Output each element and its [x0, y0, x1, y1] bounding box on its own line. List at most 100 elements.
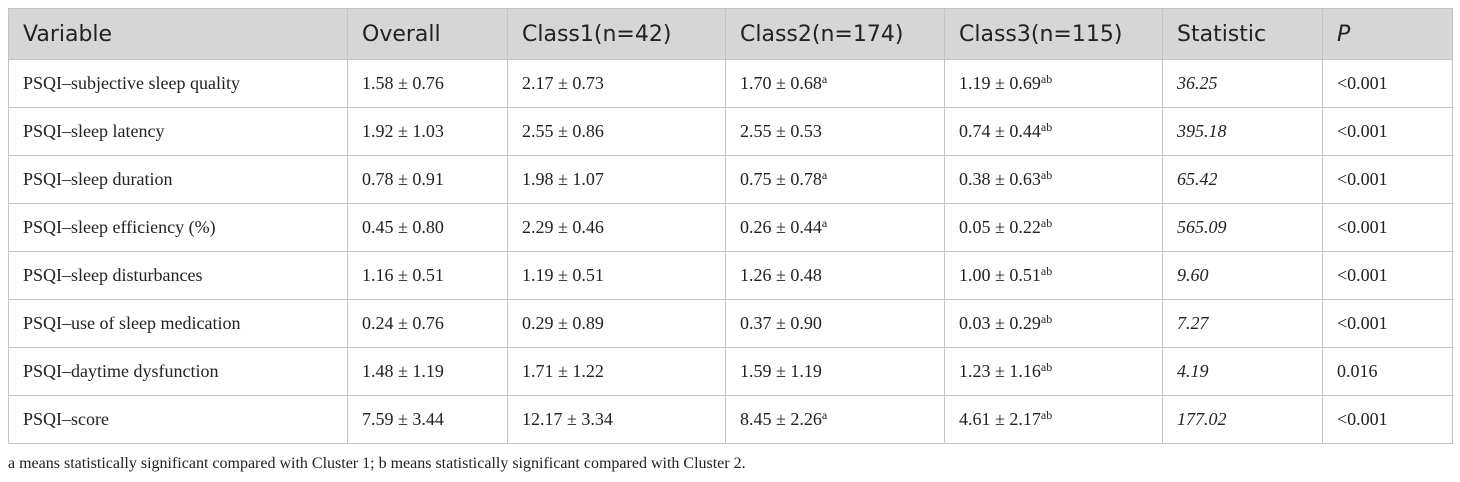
table-cell: 2.55 ± 0.86: [507, 107, 726, 156]
header-cell: Class2(n=174): [725, 8, 945, 60]
table-cell: 0.05 ± 0.22ab: [944, 203, 1163, 252]
table-cell: PSQI–sleep disturbances: [8, 251, 348, 300]
cell-value: 8.45 ± 2.26: [740, 409, 822, 429]
table-cell: <0.001: [1322, 155, 1453, 204]
table-wrap: Variable Overall Class1(n=42) Class2(n=174)…: [8, 8, 1453, 444]
cell-value: 1.19 ± 0.69: [959, 73, 1041, 93]
table-cell: <0.001: [1322, 203, 1453, 252]
table-row: PSQI–score 7.59 ± 3.44 12.17 ± 3.34 8.45 ± …: [8, 395, 1453, 444]
table-row: PSQI–daytime dysfunction 1.48 ± 1.19 1.71 …: [8, 347, 1453, 396]
table-cell: 1.48 ± 1.19: [347, 347, 508, 396]
table-cell: 0.74 ± 0.44ab: [944, 107, 1163, 156]
header-cell: P: [1322, 8, 1453, 60]
table-cell: 1.16 ± 0.51: [347, 251, 508, 300]
table-cell: PSQI–daytime dysfunction: [8, 347, 348, 396]
table-cell: 36.25: [1162, 59, 1323, 108]
table-cell: 1.70 ± 0.68a: [725, 59, 945, 108]
cell-value: 0.03 ± 0.29: [959, 313, 1041, 333]
table-row: PSQI–use of sleep medication 0.24 ± 0.76 0…: [8, 299, 1453, 348]
superscript: ab: [1040, 264, 1053, 278]
table-cell: 7.59 ± 3.44: [347, 395, 508, 444]
table-row: PSQI–sleep latency 1.92 ± 1.03 2.55 ± 0.86…: [8, 107, 1453, 156]
superscript: ab: [1040, 312, 1053, 326]
header-cell: Statistic: [1162, 8, 1323, 60]
cell-value: 1.70 ± 0.68: [740, 73, 822, 93]
superscript: ab: [1040, 168, 1053, 182]
table-cell: 9.60: [1162, 251, 1323, 300]
header-cell: Class1(n=42): [507, 8, 726, 60]
cell-value: 4.61 ± 2.17: [959, 409, 1041, 429]
superscript: a: [821, 216, 828, 230]
table-row: PSQI–sleep efficiency (%) 0.45 ± 0.80 2.29…: [8, 203, 1453, 252]
superscript: a: [821, 168, 828, 182]
table-cell: 65.42: [1162, 155, 1323, 204]
table-cell: 1.98 ± 1.07: [507, 155, 726, 204]
table-cell: 1.26 ± 0.48: [725, 251, 945, 300]
table-cell: PSQI–subjective sleep quality: [8, 59, 348, 108]
table-cell: 0.24 ± 0.76: [347, 299, 508, 348]
table-cell: 2.29 ± 0.46: [507, 203, 726, 252]
table-cell: 4.61 ± 2.17ab: [944, 395, 1163, 444]
superscript: a: [821, 72, 828, 86]
superscript: ab: [1040, 216, 1053, 230]
cell-value: 0.38 ± 0.63: [959, 169, 1041, 189]
table-cell: 565.09: [1162, 203, 1323, 252]
header-row: Variable Overall Class1(n=42) Class2(n=174)…: [8, 8, 1453, 60]
table-cell: PSQI–score: [8, 395, 348, 444]
table-cell: 0.38 ± 0.63ab: [944, 155, 1163, 204]
table-cell: 4.19: [1162, 347, 1323, 396]
table-cell: 0.75 ± 0.78a: [725, 155, 945, 204]
table-cell: 1.00 ± 0.51ab: [944, 251, 1163, 300]
table-cell: 12.17 ± 3.34: [507, 395, 726, 444]
data-table: Variable Overall Class1(n=42) Class2(n=174)…: [8, 8, 1453, 444]
table-cell: 0.016: [1322, 347, 1453, 396]
table-body: PSQI–subjective sleep quality 1.58 ± 0.76…: [8, 59, 1453, 444]
table-cell: 1.19 ± 0.69ab: [944, 59, 1163, 108]
table-cell: <0.001: [1322, 251, 1453, 300]
footnote: a means statistically significant compar…: [8, 455, 746, 472]
table-cell: <0.001: [1322, 59, 1453, 108]
table-cell: 0.37 ± 0.90: [725, 299, 945, 348]
table-cell: 8.45 ± 2.26a: [725, 395, 945, 444]
header-cell: Class3(n=115): [944, 8, 1163, 60]
table-cell: 0.26 ± 0.44a: [725, 203, 945, 252]
table-cell: 1.58 ± 0.76: [347, 59, 508, 108]
table-cell: 0.29 ± 0.89: [507, 299, 726, 348]
header-cell: Overall: [347, 8, 508, 60]
table-cell: 1.92 ± 1.03: [347, 107, 508, 156]
superscript: ab: [1040, 360, 1053, 374]
table-cell: PSQI–sleep duration: [8, 155, 348, 204]
table-cell: <0.001: [1322, 395, 1453, 444]
superscript: ab: [1040, 408, 1053, 422]
table-cell: PSQI–sleep latency: [8, 107, 348, 156]
table-cell: 2.17 ± 0.73: [507, 59, 726, 108]
cell-value: 0.26 ± 0.44: [740, 217, 822, 237]
table-cell: 1.19 ± 0.51: [507, 251, 726, 300]
table-cell: PSQI–use of sleep medication: [8, 299, 348, 348]
header-cell: Variable: [8, 8, 348, 60]
cell-value: 0.75 ± 0.78: [740, 169, 822, 189]
superscript: a: [821, 408, 828, 422]
superscript: ab: [1040, 120, 1053, 134]
cell-value: 0.74 ± 0.44: [959, 121, 1041, 141]
table-cell: 0.03 ± 0.29ab: [944, 299, 1163, 348]
table-cell: PSQI–sleep efficiency (%): [8, 203, 348, 252]
table-cell: 395.18: [1162, 107, 1323, 156]
table-cell: 0.78 ± 0.91: [347, 155, 508, 204]
superscript: ab: [1040, 72, 1053, 86]
table-row: PSQI–sleep disturbances 1.16 ± 0.51 1.19 ±…: [8, 251, 1453, 300]
table-row: PSQI–subjective sleep quality 1.58 ± 0.76…: [8, 59, 1453, 108]
table-cell: 2.55 ± 0.53: [725, 107, 945, 156]
table-cell: 7.27: [1162, 299, 1323, 348]
table-cell: 1.59 ± 1.19: [725, 347, 945, 396]
table-row: PSQI–sleep duration 0.78 ± 0.91 1.98 ± 1.0…: [8, 155, 1453, 204]
table-cell: 1.71 ± 1.22: [507, 347, 726, 396]
cell-value: 1.00 ± 0.51: [959, 265, 1041, 285]
table-cell: <0.001: [1322, 299, 1453, 348]
table-cell: 1.23 ± 1.16ab: [944, 347, 1163, 396]
cell-value: 1.23 ± 1.16: [959, 361, 1041, 381]
cell-value: 0.05 ± 0.22: [959, 217, 1041, 237]
table-cell: 0.45 ± 0.80: [347, 203, 508, 252]
table-cell: 177.02: [1162, 395, 1323, 444]
